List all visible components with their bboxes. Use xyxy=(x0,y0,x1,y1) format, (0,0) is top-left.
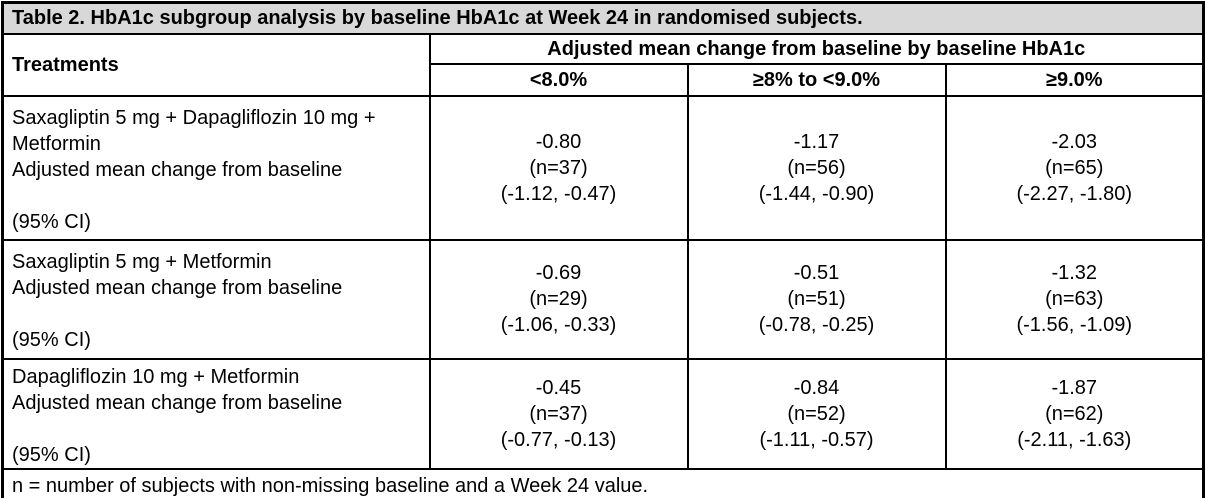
data-cell-ge-9pct: -1.87 (n=62) (-2.11, -1.63) xyxy=(944,357,1205,470)
n-count: (n=29) xyxy=(529,288,588,310)
n-count: (n=56) xyxy=(787,156,846,179)
table-row: Saxagliptin 5 mg + Metformin Adjusted me… xyxy=(1,238,1205,360)
spacer xyxy=(12,416,421,442)
group-column-header: Adjusted mean change from baseline by ba… xyxy=(428,32,1205,65)
confidence-interval: (-2.11, -1.63) xyxy=(1017,428,1132,451)
mean-change-value: -0.80 xyxy=(535,130,582,153)
table-title: Table 2. HbA1c subgroup analysis by base… xyxy=(1,1,1205,35)
data-cell-8-to-9pct: -0.51 (n=51) (-0.78, -0.25) xyxy=(686,238,947,360)
ci-label: (95% CI) xyxy=(12,443,91,466)
data-cell-ge-9pct: -1.32 (n=63) (-1.56, -1.09) xyxy=(944,238,1205,360)
subheader-lt-8pct: <8.0% xyxy=(428,62,689,97)
treatment-name: Dapagliflozin 10 mg + Metformin xyxy=(12,365,300,388)
spacer xyxy=(12,301,421,327)
data-cell-lt-8pct: -0.80 (n=37) (-1.12, -0.47) xyxy=(428,94,689,241)
treatment-cell: Saxagliptin 5 mg + Dapagliflozin 10 mg +… xyxy=(1,94,431,241)
subheader-row: <8.0% ≥8% to <9.0% ≥9.0% xyxy=(3,62,1205,97)
n-count: (n=52) xyxy=(787,402,846,425)
footnote-row: n = number of subjects with non-missing … xyxy=(1,467,1205,498)
subheader-8-to-9pct: ≥8% to <9.0% xyxy=(686,62,947,97)
treatment-cell: Saxagliptin 5 mg + Metformin Adjusted me… xyxy=(1,238,431,360)
table-row: Saxagliptin 5 mg + Dapagliflozin 10 mg +… xyxy=(1,94,1205,241)
ci-label: (95% CI) xyxy=(12,329,91,351)
ci-label: (95% CI) xyxy=(12,210,91,233)
confidence-interval: (-1.56, -1.09) xyxy=(1016,314,1133,336)
treatments-column-header: Treatments xyxy=(1,32,431,97)
n-count: (n=37) xyxy=(529,402,588,425)
mean-change-value: -0.84 xyxy=(793,376,840,399)
n-count: (n=62) xyxy=(1045,402,1104,425)
mean-change-value: -1.32 xyxy=(1051,262,1098,284)
confidence-interval: (-0.77, -0.13) xyxy=(500,428,617,451)
mean-change-value: -0.45 xyxy=(535,376,582,399)
data-cell-8-to-9pct: -0.84 (n=52) (-1.11, -0.57) xyxy=(686,357,947,470)
confidence-interval: (-2.27, -1.80) xyxy=(1016,182,1133,205)
confidence-interval: (-0.78, -0.25) xyxy=(758,314,875,336)
data-cell-8-to-9pct: -1.17 (n=56) (-1.44, -0.90) xyxy=(686,94,947,241)
treatment-cell: Dapagliflozin 10 mg + Metformin Adjusted… xyxy=(1,357,431,470)
data-cell-ge-9pct: -2.03 (n=65) (-2.27, -1.80) xyxy=(944,94,1205,241)
confidence-interval: (-1.44, -0.90) xyxy=(758,182,875,205)
spacer xyxy=(12,183,421,209)
header-row: Treatments Adjusted mean change from bas… xyxy=(1,32,1205,97)
mean-change-value: -1.87 xyxy=(1051,376,1098,399)
mean-change-value: -2.03 xyxy=(1051,130,1098,153)
measure-label: Adjusted mean change from baseline xyxy=(12,391,343,414)
treatment-name: Saxagliptin 5 mg + Metformin xyxy=(12,251,272,273)
mean-change-value: -0.69 xyxy=(535,262,582,284)
footnote: n = number of subjects with non-missing … xyxy=(1,467,1205,498)
n-count: (n=51) xyxy=(787,288,846,310)
table-row: Dapagliflozin 10 mg + Metformin Adjusted… xyxy=(1,357,1205,470)
n-count: (n=37) xyxy=(529,156,588,179)
data-cell-lt-8pct: -0.45 (n=37) (-0.77, -0.13) xyxy=(428,357,689,470)
n-count: (n=63) xyxy=(1045,288,1104,310)
data-cell-lt-8pct: -0.69 (n=29) (-1.06, -0.33) xyxy=(428,238,689,360)
confidence-interval: (-1.12, -0.47) xyxy=(500,182,617,205)
confidence-interval: (-1.11, -0.57) xyxy=(759,428,874,451)
mean-change-value: -1.17 xyxy=(793,130,840,153)
n-count: (n=65) xyxy=(1045,156,1104,179)
measure-label: Adjusted mean change from baseline xyxy=(12,277,343,299)
subheader-ge-9pct: ≥9.0% xyxy=(944,62,1205,97)
confidence-interval: (-1.06, -0.33) xyxy=(500,314,617,336)
measure-label: Adjusted mean change from baseline xyxy=(12,158,343,181)
title-row: Table 2. HbA1c subgroup analysis by base… xyxy=(1,1,1205,35)
treatment-name: Saxagliptin 5 mg + Dapagliflozin 10 mg +… xyxy=(12,106,376,155)
mean-change-value: -0.51 xyxy=(793,262,840,284)
